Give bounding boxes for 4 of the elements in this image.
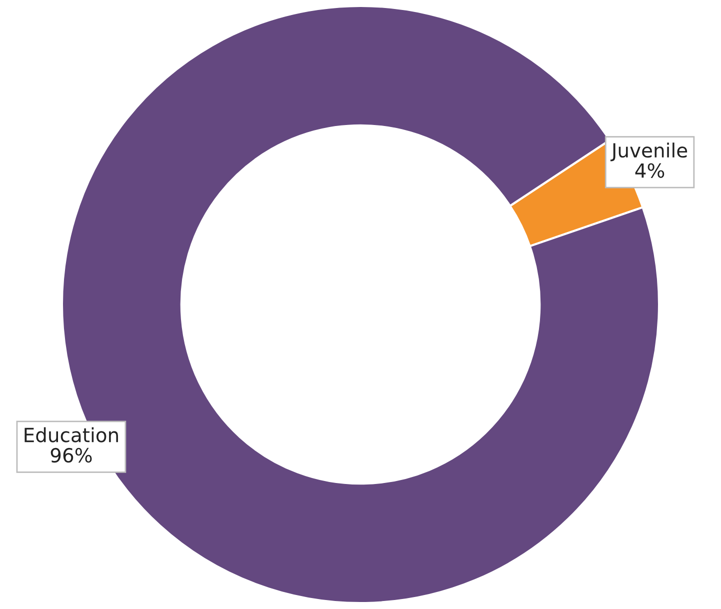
slice-label: Education: [24, 427, 118, 442]
slice-label: Juvenile: [610, 142, 688, 162]
data-label: 4%: [635, 163, 664, 178]
data-label: 96%: [50, 448, 92, 463]
